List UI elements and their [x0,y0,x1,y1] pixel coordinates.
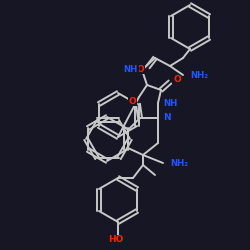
Text: HO: HO [108,236,124,244]
Text: O: O [136,64,144,74]
Text: O: O [128,96,136,106]
Text: N: N [163,114,170,122]
Text: NH: NH [163,98,177,108]
Text: O: O [173,76,181,84]
Text: NH: NH [124,66,138,74]
Text: NH₂: NH₂ [190,70,208,80]
Text: NH₂: NH₂ [170,158,188,168]
